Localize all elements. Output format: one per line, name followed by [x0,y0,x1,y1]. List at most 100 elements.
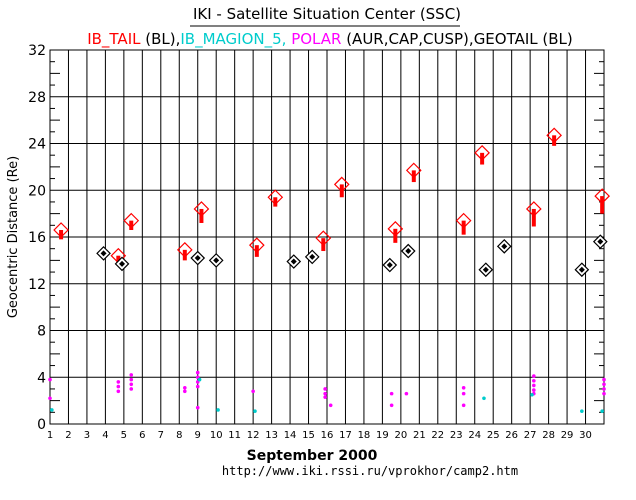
chart-subtitle: IB_TAIL (BL),IB_MAGION_5, POLAR (AUR,CAP… [87,30,573,49]
magion-point [580,409,584,413]
polar-point [602,377,606,382]
polar-point [328,403,333,408]
x-tick-label: 27 [524,430,537,441]
geotail-center [194,255,201,262]
magion-point [50,408,54,412]
ib-tail-diamond [123,212,140,229]
polar-point [129,377,134,382]
polar-point [323,395,327,399]
geotail-center [309,253,316,260]
ib-tail-diamond [193,201,210,217]
magion-point [600,409,604,413]
polar-point [602,382,606,387]
polar-point [195,405,200,410]
geotail-center [386,262,393,269]
geotail-center [213,257,220,264]
polar-point [129,382,134,387]
ib-tail-diamond [267,189,284,206]
x-tick-label: 6 [139,430,145,441]
polar-point [116,384,121,389]
magion-point [253,409,257,413]
x-tick-label: 22 [431,430,444,441]
geotail-center [119,260,126,267]
geotail-center [290,258,297,265]
ib-tail-diamond [315,230,332,247]
ib-tail-diamond [455,212,472,229]
x-tick-label: 3 [84,430,90,441]
polar-point [129,387,134,391]
polar-point [323,387,327,391]
polar-point [389,391,394,396]
polar-point [129,373,134,377]
y-tick-label: 28 [28,90,46,106]
subtitle-part: (AUR,CAP,CUSP), [341,30,473,48]
polar-point [323,391,327,396]
x-tick-label: 19 [376,430,389,441]
x-tick-label: 18 [358,430,371,441]
polar-point [602,387,606,391]
polar-point [532,374,536,378]
x-tick-label: 10 [210,430,223,441]
ib-tail-diamond [405,162,422,179]
polar-point [461,403,466,408]
source-url: http://www.iki.rssi.ru/vprokhor/camp2.ht… [222,464,518,478]
geotail-center [405,248,412,255]
polar-point [48,377,52,382]
x-tick-label: 30 [579,430,592,441]
x-tick-label: 11 [228,430,241,441]
ib-tail-diamond [546,127,562,144]
x-tick-label: 20 [394,430,407,441]
polar-point [195,370,200,375]
x-tick-label: 24 [468,430,481,441]
polar-point [116,389,121,394]
magion-point [197,377,202,382]
polar-point [389,403,394,408]
ib-tail-diamond [53,222,69,238]
subtitle-part: GEOTAIL [474,30,539,48]
geotail-center [100,250,107,257]
subtitle-part: (BL) [538,30,573,48]
ib-tail-diamond [525,201,542,217]
x-tick-label: 15 [302,430,315,441]
y-axis-label: Geocentric Distance (Re) [6,156,21,318]
polar-point [195,384,200,389]
polar-point [183,389,187,394]
x-tick-label: 25 [487,430,500,441]
y-tick-label: 8 [37,324,46,340]
polar-point [404,391,409,396]
plot-grid [49,49,605,425]
polar-point [602,391,606,396]
x-tick-label: 23 [450,430,463,441]
polar-point [251,389,255,394]
x-tick-label: 7 [158,430,164,441]
x-tick-label: 1 [47,430,53,441]
geotail-center [597,238,604,245]
ib-tail-diamond [333,176,350,193]
x-tick-label: 29 [561,430,574,441]
polar-point [461,385,466,390]
data-marks [48,127,611,413]
x-tick-label: 13 [265,430,278,441]
geotail-center [578,266,585,273]
magion-point [216,408,220,412]
geotail-center [482,266,489,273]
x-tick-label: 5 [121,430,127,441]
polar-point [116,380,121,384]
magion-point [530,392,534,397]
x-tick-label: 9 [195,430,201,441]
x-tick-label: 28 [542,430,555,441]
y-tick-label: 24 [28,137,46,153]
polar-point [48,396,52,401]
chart-title: IKI - Satellite Situation Center (SSC) [193,5,461,23]
polar-point [532,388,536,392]
y-tick-label: 20 [28,183,46,199]
x-tick-label: 4 [102,430,108,441]
x-tick-label: 16 [321,430,334,441]
y-tick-label: 12 [28,277,46,293]
ib-tail-diamond [474,145,490,161]
subtitle-part: (BL), [140,30,180,48]
polar-point [532,383,536,388]
y-tick-label: 4 [37,370,46,386]
polar-point [461,391,466,396]
x-tick-label: 2 [65,430,71,441]
